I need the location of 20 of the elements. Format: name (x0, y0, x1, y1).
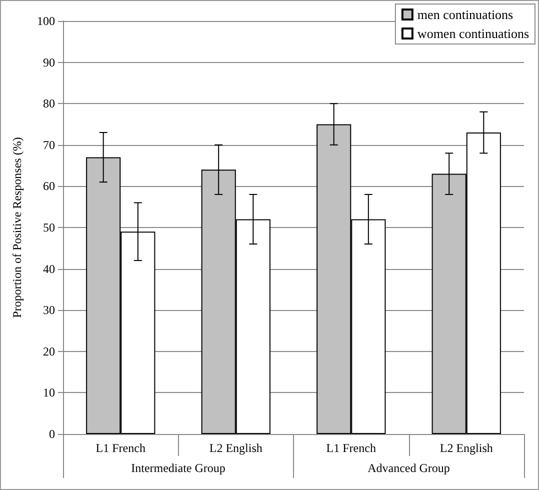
y-tick-label: 0 (49, 427, 55, 441)
y-tick-label: 30 (43, 303, 55, 318)
x-tick-label: L2 English (209, 441, 262, 455)
legend-label: men continuations (417, 7, 514, 22)
x-tick-label: L2 English (440, 441, 493, 455)
text: Intermediate Group (131, 461, 226, 475)
text: Advanced Group (368, 461, 450, 475)
x-tick-label: L1 French (96, 441, 146, 455)
y-tick-label: 100 (37, 14, 55, 28)
y-tick-label: 10 (43, 386, 55, 400)
y-tick-label: 40 (43, 262, 55, 276)
x-tick-label: L1 French (326, 441, 376, 455)
y-axis-title: Proportion of Positive Responses (%) (10, 137, 24, 318)
y-tick-label: 60 (43, 179, 55, 194)
y-tick-label: 90 (43, 55, 55, 70)
y-tick-label: 70 (43, 138, 55, 152)
y-tick-label: 80 (43, 96, 55, 111)
legend-label: women continuations (417, 26, 530, 41)
y-tick-label: 50 (43, 220, 55, 234)
y-tick-label: 20 (43, 344, 55, 358)
